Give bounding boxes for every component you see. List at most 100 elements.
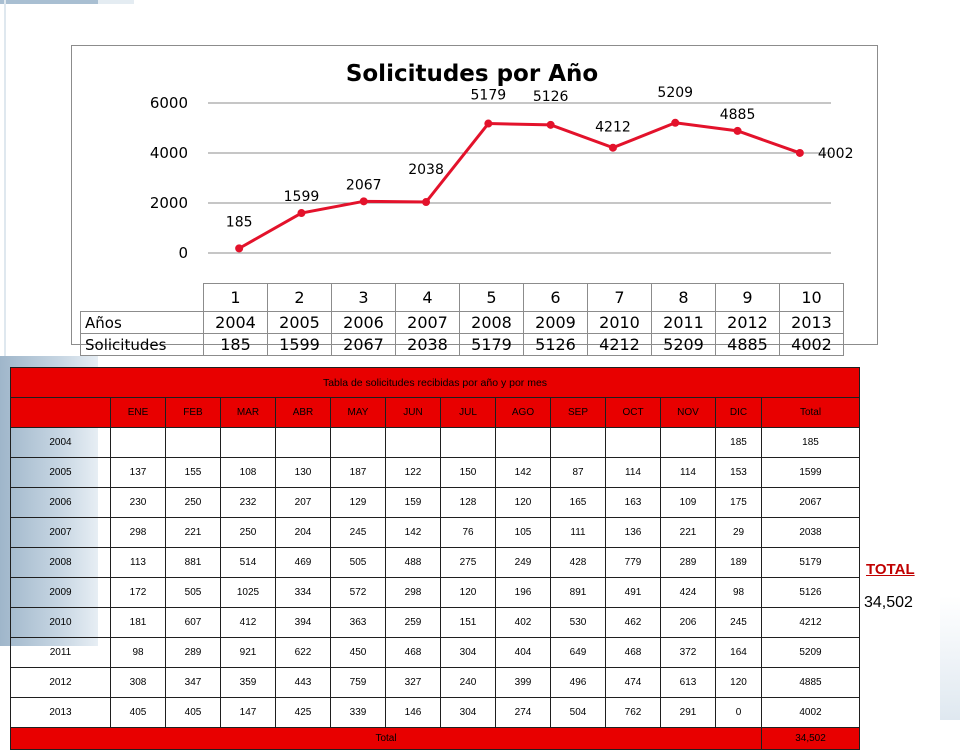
series-line	[238, 121, 801, 250]
table-cell	[440, 427, 496, 458]
year-cell: 2007	[10, 517, 111, 548]
column-header: JUN	[385, 397, 441, 428]
table-cell: 488	[385, 547, 441, 578]
year-cell: 2006	[10, 487, 111, 518]
table-cell: 1599	[761, 457, 860, 488]
table-cell: 304	[440, 697, 496, 728]
table-cell	[330, 427, 386, 458]
table-cell: 185	[715, 427, 762, 458]
table-cell: 402	[495, 607, 551, 638]
table-total-row: Total 34,502	[10, 727, 860, 750]
table-caption: Tabla de solicitudes recibidas por año y…	[10, 367, 860, 398]
table-cell: 399	[495, 667, 551, 698]
data-point	[297, 209, 306, 218]
table-cell: 572	[330, 577, 386, 608]
table-cell: 172	[110, 577, 166, 608]
decorative-bar	[0, 0, 98, 4]
value-cell: 5126	[523, 333, 588, 356]
table-cell: 275	[440, 547, 496, 578]
column-header: MAR	[220, 397, 276, 428]
table-cell: 779	[605, 547, 661, 578]
table-cell: 450	[330, 637, 386, 668]
table-cell: 424	[660, 577, 716, 608]
table-cell: 468	[385, 637, 441, 668]
category-label: 9	[715, 283, 780, 312]
table-cell: 113	[110, 547, 166, 578]
table-cell: 196	[495, 577, 551, 608]
table-body: 2004 185 185 2005 137 155 108 130 187 122 150 142 87…	[10, 427, 860, 728]
data-label: 1599	[284, 189, 320, 205]
table-cell: 108	[220, 457, 276, 488]
table-cell: 250	[220, 517, 276, 548]
row-label-years: Años	[80, 311, 204, 334]
table-corner	[81, 284, 204, 312]
table-row: 2005 137 155 108 130 187 122 150 142 87 114 114 153 1…	[10, 457, 860, 488]
table-cell: 114	[660, 457, 716, 488]
table-cell: 363	[330, 607, 386, 638]
data-label: 5209	[657, 85, 693, 101]
category-label: 10	[779, 283, 844, 312]
y-tick-label: 4000	[150, 144, 188, 162]
monthly-requests-table: Tabla de solicitudes recibidas por año y…	[10, 367, 860, 750]
year-cell: 2013	[10, 697, 111, 728]
table-cell: 249	[495, 547, 551, 578]
year-cell: 2010	[10, 607, 111, 638]
table-row: 2007 298 221 250 204 245 142 76 105 111 136 221 29 20…	[10, 517, 860, 548]
table-cell: 146	[385, 697, 441, 728]
value-cell: 4212	[587, 333, 652, 356]
table-cell: 259	[385, 607, 441, 638]
table-cell: 120	[715, 667, 762, 698]
category-label: 4	[395, 283, 460, 312]
decorative-line	[4, 0, 6, 360]
year-cell: 2005	[10, 457, 111, 488]
table-cell: 129	[330, 487, 386, 518]
year-cell: 2004	[203, 311, 268, 334]
table-cell	[165, 427, 221, 458]
table-cell: 221	[660, 517, 716, 548]
table-cell: 5179	[761, 547, 860, 578]
table-row: 2010 181 607 412 394 363 259 151 402 530 462 206 245…	[10, 607, 860, 638]
table-cell: 514	[220, 547, 276, 578]
table-cell: 759	[330, 667, 386, 698]
table-cell: 151	[440, 607, 496, 638]
data-point	[733, 126, 742, 135]
table-cell: 505	[165, 577, 221, 608]
year-cell: 2010	[587, 311, 652, 334]
y-tick-label: 0	[178, 244, 188, 262]
table-cell: 347	[165, 667, 221, 698]
table-row: 2006 230 250 232 207 129 159 128 120 165 163 109 175…	[10, 487, 860, 518]
table-cell: 404	[495, 637, 551, 668]
category-label: 8	[651, 283, 716, 312]
table-cell: 189	[715, 547, 762, 578]
data-point	[359, 197, 368, 206]
data-point	[484, 119, 493, 128]
series-points	[235, 118, 804, 253]
year-cell: 2008	[459, 311, 524, 334]
solicitudes-row: Solicitudes 185 1599 2067 2038 5179 5126…	[80, 333, 844, 356]
data-label: 2038	[408, 162, 444, 178]
category-row: 1 2 3 4 5 6 7 8 9 10	[81, 283, 844, 312]
year-cell: 2004	[10, 427, 111, 458]
table-cell	[275, 427, 331, 458]
year-cell: 2013	[779, 311, 844, 334]
column-header: DIC	[715, 397, 762, 428]
column-header: MAY	[330, 397, 386, 428]
table-cell: 175	[715, 487, 762, 518]
table-cell: 505	[330, 547, 386, 578]
table-cell: 4002	[761, 697, 860, 728]
table-row: 2012 308 347 359 443 759 327 240 399 496 474 613 120…	[10, 667, 860, 698]
chart-canvas: Solicitudes por Año 6000 4000 2000 0 185 159…	[150, 61, 854, 262]
table-cell	[550, 427, 606, 458]
chart-data-table: 1 2 3 4 5 6 7 8 9 10 Años 2004 2005 2006…	[80, 283, 844, 356]
table-cell: 891	[550, 577, 606, 608]
table-cell: 881	[165, 547, 221, 578]
table-cell	[385, 427, 441, 458]
table-cell: 98	[715, 577, 762, 608]
data-point	[671, 118, 680, 127]
table-cell: 530	[550, 607, 606, 638]
table-cell: 405	[165, 697, 221, 728]
table-cell: 274	[495, 697, 551, 728]
data-label: 5179	[471, 88, 507, 104]
table-cell: 2067	[761, 487, 860, 518]
value-cell: 4002	[779, 333, 844, 356]
